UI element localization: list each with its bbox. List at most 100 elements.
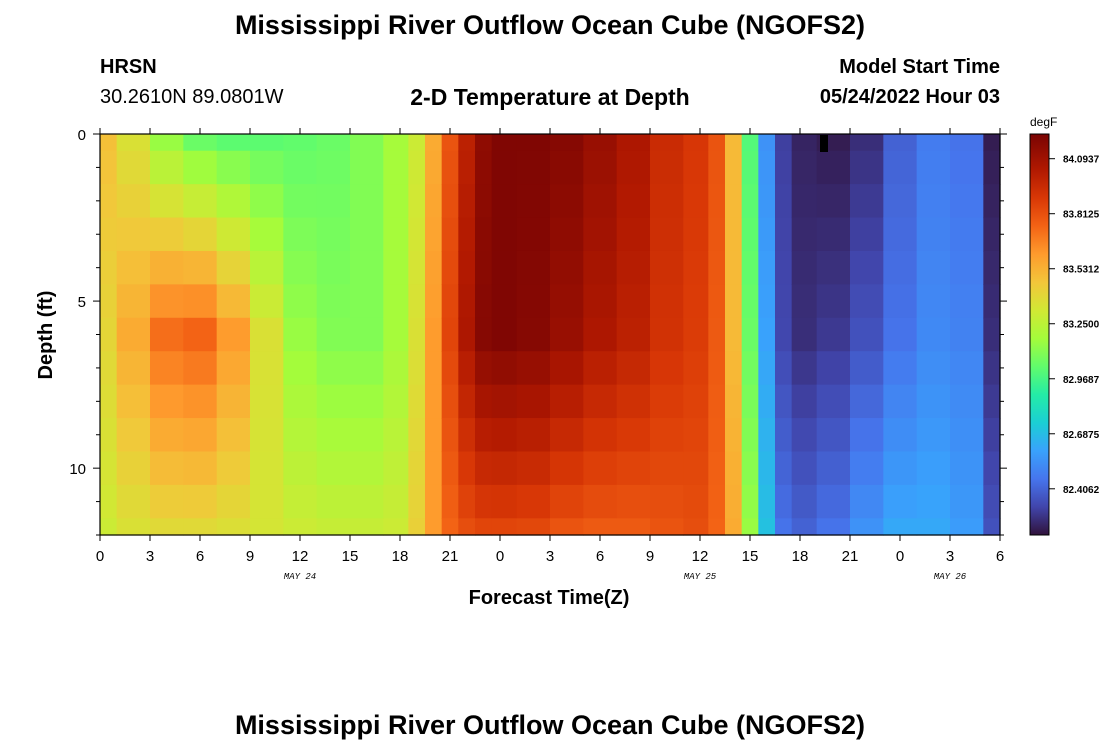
heatmap-cell	[425, 284, 443, 319]
heatmap-cell	[950, 184, 984, 219]
heatmap-cell	[441, 418, 459, 453]
heatmap-cell	[650, 250, 684, 285]
heatmap-cell	[758, 284, 776, 319]
heatmap-cell	[116, 451, 151, 486]
heatmap-cell	[250, 217, 284, 252]
x-axis-label: Forecast Time(Z)	[469, 587, 630, 609]
heatmap-cell	[491, 284, 518, 319]
heatmap-cell	[283, 284, 318, 319]
heatmap-cell	[950, 250, 984, 285]
heatmap-cell	[816, 484, 851, 519]
heatmap-cell	[916, 484, 951, 519]
heatmap-cell	[425, 150, 443, 185]
heatmap-cell	[250, 451, 284, 486]
heatmap-cell	[775, 217, 793, 252]
heatmap-cell	[583, 351, 618, 386]
heatmap-cell	[775, 317, 793, 352]
heatmap-cell	[683, 484, 709, 519]
heatmap-cell	[791, 284, 818, 319]
colorbar-label: 83.2500	[1063, 320, 1100, 331]
heatmap-cell	[383, 317, 409, 352]
heatmap-cell	[725, 451, 743, 486]
heatmap-cell	[616, 134, 651, 152]
heatmap-cell	[316, 317, 351, 352]
heatmap-cell	[100, 184, 118, 219]
y-tick-label: 5	[78, 294, 86, 311]
heatmap-cell	[583, 134, 618, 152]
x-tick-label: 9	[646, 548, 654, 565]
heatmap-cell	[775, 518, 793, 536]
heatmap-cell	[441, 150, 459, 185]
heatmap-cell	[383, 184, 409, 219]
heatmap-cell	[100, 150, 118, 185]
heatmap-cell	[708, 451, 726, 486]
heatmap-cell	[183, 150, 218, 185]
heatmap-cell	[475, 134, 493, 152]
heatmap-cell	[816, 451, 851, 486]
x-tick-label: 12	[292, 548, 309, 565]
heatmap-cell	[283, 351, 318, 386]
x-tick-label: 15	[342, 548, 359, 565]
heatmap-cell	[550, 418, 584, 453]
heatmap-cell	[250, 284, 284, 319]
x-tick-label: 12	[692, 548, 709, 565]
heatmap-cell	[883, 184, 918, 219]
heatmap-cell	[458, 184, 476, 219]
heatmap-cell	[408, 484, 426, 519]
heatmap-cell	[516, 518, 551, 536]
heatmap-cell	[116, 384, 151, 419]
heatmap-cell	[216, 250, 251, 285]
heatmap-cell	[100, 351, 118, 386]
heatmap-cell	[283, 484, 318, 519]
heatmap-cell	[441, 134, 459, 152]
heatmap-cell	[458, 150, 476, 185]
heatmap-cell	[883, 418, 918, 453]
heatmap-cell	[983, 284, 1001, 319]
heatmap-cell	[708, 250, 726, 285]
heatmap-cell	[791, 184, 818, 219]
heatmap-cell	[283, 184, 318, 219]
heatmap-cell	[408, 284, 426, 319]
heatmap-cell	[758, 484, 776, 519]
heatmap-cell	[850, 351, 884, 386]
heatmap-cell	[916, 451, 951, 486]
heatmap-cell	[758, 317, 776, 352]
heatmap-cell	[475, 284, 493, 319]
heatmap-cell	[883, 518, 918, 536]
heatmap-cell	[850, 484, 884, 519]
heatmap-cell	[725, 418, 743, 453]
heatmap-cell	[725, 351, 743, 386]
heatmap-cell	[100, 284, 118, 319]
heatmap-cell	[491, 217, 518, 252]
heatmap-cell	[408, 351, 426, 386]
heatmap-cell	[650, 518, 684, 536]
heatmap-cell	[458, 134, 476, 152]
heatmap-cell	[283, 451, 318, 486]
heatmap-cell	[758, 250, 776, 285]
heatmap-cell	[683, 518, 709, 536]
heatmap-cell	[516, 418, 551, 453]
heatmap-cell	[683, 384, 709, 419]
heatmap-cell	[475, 418, 493, 453]
heatmap-cell	[408, 518, 426, 536]
heatmap-cell	[183, 284, 218, 319]
x-tick-label: 0	[896, 548, 904, 565]
heatmap-cell	[741, 351, 759, 386]
heatmap-cell	[475, 384, 493, 419]
heatmap-cells	[100, 134, 1001, 536]
heatmap-cell	[583, 184, 618, 219]
heatmap-cell	[491, 451, 518, 486]
heatmap-cell	[850, 518, 884, 536]
heatmap-cell	[408, 250, 426, 285]
heatmap-cell	[791, 150, 818, 185]
heatmap-cell	[741, 484, 759, 519]
heatmap-cell	[741, 317, 759, 352]
heatmap-cell	[216, 384, 251, 419]
heatmap-cell	[708, 217, 726, 252]
y-tick-label: 0	[78, 127, 86, 144]
x-tick-label: 18	[392, 548, 409, 565]
y-axis-ticks: 0 5 10	[69, 127, 1007, 536]
colorbar-unit: degF	[1030, 115, 1057, 129]
heatmap-cell	[408, 134, 426, 152]
